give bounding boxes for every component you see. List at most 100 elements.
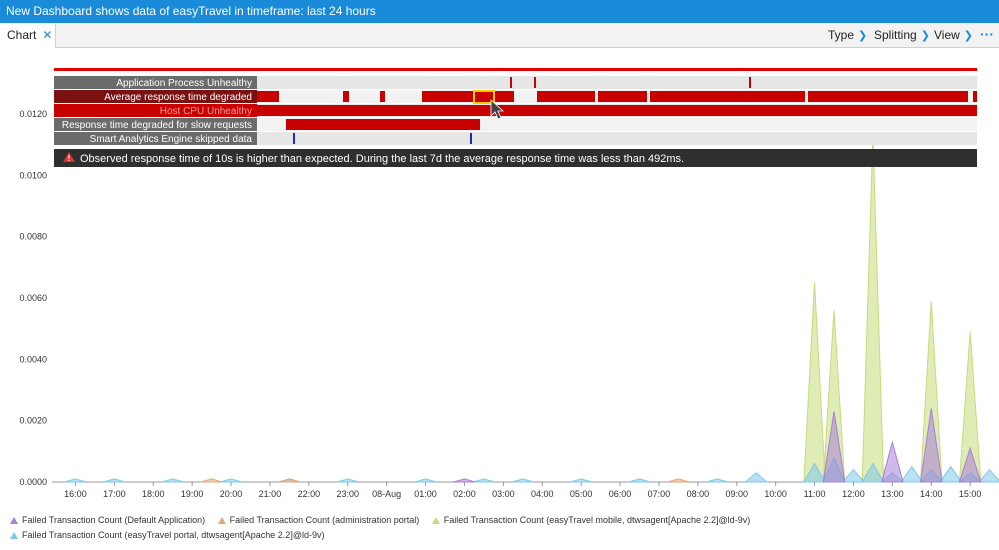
event-mark[interactable]: [534, 77, 536, 88]
event-row-label-bg: [54, 104, 257, 117]
event-row-label-bg: [54, 118, 257, 131]
data-point[interactable]: [822, 411, 846, 483]
data-point[interactable]: [744, 472, 769, 483]
x-tick-label: 16:00: [64, 489, 87, 499]
data-point[interactable]: [841, 468, 866, 483]
data-point[interactable]: [667, 478, 690, 483]
data-point[interactable]: [220, 478, 242, 483]
event-mark[interactable]: [257, 91, 279, 102]
series-2: [803, 135, 982, 483]
legend-item[interactable]: Failed Transaction Count (easyTravel mob…: [431, 515, 751, 525]
x-tick-label: 22:00: [298, 489, 321, 499]
x-tick-label: 14:00: [920, 489, 943, 499]
data-point[interactable]: [161, 478, 184, 483]
data-point[interactable]: [802, 462, 827, 483]
data-point[interactable]: [453, 478, 476, 483]
data-point[interactable]: [803, 282, 826, 483]
data-point[interactable]: [706, 478, 729, 483]
x-tick-label: 08-Aug: [372, 489, 401, 499]
data-point[interactable]: [881, 440, 904, 483]
y-tick-label: 0.0060: [19, 293, 47, 303]
event-mark[interactable]: [808, 91, 968, 102]
window-title: New Dashboard shows data of easyTravel i…: [6, 4, 376, 18]
legend-swatch-icon: [431, 517, 440, 524]
view-menu-button[interactable]: View ❯: [934, 23, 973, 48]
event-row-label: Average response time degraded: [104, 92, 252, 103]
event-mark[interactable]: [510, 77, 512, 88]
event-mark[interactable]: [343, 91, 349, 102]
x-tick-label: 01:00: [414, 489, 437, 499]
series-0: [453, 408, 982, 483]
event-row-label: Smart Analytics Engine skipped data: [90, 134, 253, 145]
data-point[interactable]: [336, 478, 359, 483]
legend-item[interactable]: Failed Transaction Count (Default Applic…: [10, 515, 205, 525]
legend-item[interactable]: Failed Transaction Count (easyTravel por…: [10, 530, 324, 540]
data-point[interactable]: [200, 478, 223, 483]
event-mark[interactable]: [973, 91, 977, 102]
event-row-label-bg: [54, 90, 257, 103]
event-mark[interactable]: [470, 133, 472, 144]
data-point[interactable]: [900, 465, 924, 483]
event-mark[interactable]: [422, 91, 514, 102]
y-tick-label: 0.0100: [19, 170, 47, 180]
data-point[interactable]: [861, 135, 885, 483]
x-tick-label: 11:00: [804, 489, 826, 499]
chevron-down-icon: ❯: [963, 30, 974, 42]
data-point[interactable]: [473, 478, 495, 483]
type-menu-button[interactable]: Type ❯: [828, 23, 867, 48]
close-icon[interactable]: ✕: [42, 28, 53, 42]
data-point[interactable]: [919, 408, 943, 483]
splitting-menu-button[interactable]: Splitting ❯: [874, 23, 930, 48]
event-selection-box[interactable]: [473, 90, 495, 104]
event-row-label: Application Process Unhealthy: [116, 78, 252, 89]
event-row-label: Response time degraded for slow requests: [62, 120, 252, 131]
data-point[interactable]: [64, 478, 87, 483]
y-tick-label: 0.0000: [19, 477, 47, 487]
x-tick-label: 20:00: [220, 489, 243, 499]
data-point[interactable]: [278, 478, 301, 483]
chart-area: 0.0000 0.0020 0.0040 0.0060 0.0080 0.0100 0.01…: [19, 68, 999, 499]
event-row-track: [257, 76, 977, 89]
x-tick-label: 21:00: [259, 489, 282, 499]
tab-chart[interactable]: Chart ✕: [0, 23, 56, 48]
legend-swatch-icon: [10, 532, 18, 539]
legend-item[interactable]: Failed Transaction Count (administration…: [217, 515, 419, 525]
event-mark[interactable]: [293, 133, 295, 144]
event-mark[interactable]: [380, 91, 385, 102]
x-tick-label: 02:00: [453, 489, 476, 499]
event-mark[interactable]: [537, 91, 595, 102]
data-point[interactable]: [103, 478, 126, 483]
legend-label: Failed Transaction Count (Default Applic…: [22, 515, 206, 525]
splitting-menu-label: Splitting: [874, 28, 917, 42]
data-point[interactable]: [861, 462, 885, 483]
y-tick-label: 0.0040: [19, 354, 47, 364]
tab-chart-label: Chart: [7, 28, 37, 42]
window-title-bar: New Dashboard shows data of easyTravel i…: [0, 0, 999, 23]
x-tick-label: 13:00: [881, 489, 904, 499]
data-point[interactable]: [414, 478, 437, 483]
event-mark[interactable]: [598, 91, 647, 102]
x-tick-label: 15:00: [959, 489, 982, 499]
legend-swatch-icon: [217, 517, 226, 524]
tab-bar: Chart ✕ Type ❯ Splitting ❯ View ❯ ···: [0, 23, 999, 48]
legend-label: Failed Transaction Count (easyTravel mob…: [443, 515, 751, 525]
data-point[interactable]: [628, 478, 651, 483]
data-point[interactable]: [511, 478, 534, 483]
x-tick-label: 09:00: [725, 489, 748, 499]
y-tick-label: 0.0120: [19, 109, 47, 119]
data-point[interactable]: [958, 446, 982, 483]
warning-icon-glyph: !: [68, 154, 71, 163]
view-menu-label: View: [934, 28, 960, 42]
x-tick-label: 12:00: [842, 489, 865, 499]
more-options-icon[interactable]: ···: [980, 26, 994, 42]
series-1: [200, 478, 690, 483]
event-mark[interactable]: [749, 77, 751, 88]
event-mark[interactable]: [650, 91, 805, 102]
data-point[interactable]: [977, 468, 999, 483]
data-point[interactable]: [939, 465, 963, 483]
y-tick-label: 0.0020: [19, 416, 47, 426]
event-mark[interactable]: [257, 105, 977, 116]
event-mark[interactable]: [286, 119, 480, 130]
events-panel: Application Process Unhealthy Average res…: [54, 68, 977, 167]
data-point[interactable]: [570, 478, 592, 483]
